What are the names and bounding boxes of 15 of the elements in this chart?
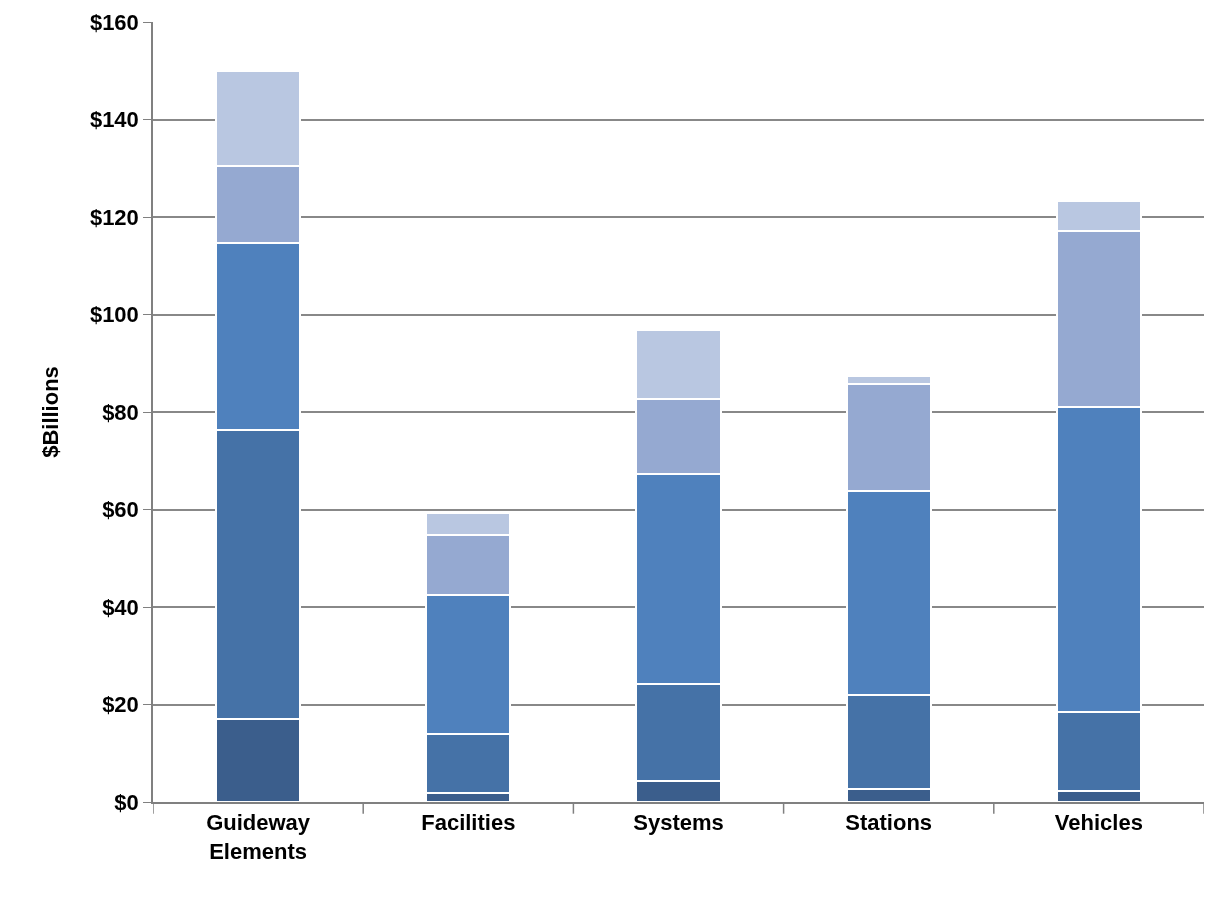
y-tick-label: $100 bbox=[89, 302, 139, 328]
y-tick-label: $0 bbox=[114, 789, 139, 815]
y-tick-label: $160 bbox=[89, 9, 139, 35]
y-tick-label: $60 bbox=[102, 497, 139, 523]
y-tick-label: $120 bbox=[89, 204, 139, 230]
x-tick-label: Stations bbox=[845, 810, 933, 836]
y-axis-title: $Billions bbox=[38, 366, 64, 458]
x-tick-label: Vehicles bbox=[1054, 810, 1143, 836]
x-tick-label: Guideway Elements bbox=[206, 810, 311, 864]
y-tick-label: $80 bbox=[102, 399, 139, 425]
y-tick-label: $140 bbox=[89, 107, 139, 133]
x-tick-label: Systems bbox=[633, 810, 724, 836]
y-tick-label: $20 bbox=[102, 692, 139, 718]
x-tick-label: Facilities bbox=[421, 810, 516, 836]
y-tick-label: $40 bbox=[102, 594, 139, 620]
